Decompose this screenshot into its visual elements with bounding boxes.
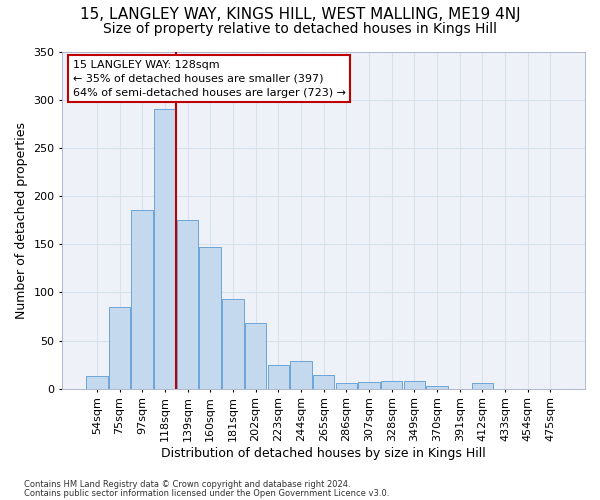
Bar (199, 247, 221, 388)
Bar (290, 360, 312, 388)
Bar (404, 381, 425, 388)
Bar (222, 299, 244, 388)
Bar (109, 307, 130, 388)
Text: Contains HM Land Registry data © Crown copyright and database right 2024.: Contains HM Land Registry data © Crown c… (24, 480, 350, 489)
Text: 15, LANGLEY WAY, KINGS HILL, WEST MALLING, ME19 4NJ: 15, LANGLEY WAY, KINGS HILL, WEST MALLIN… (80, 8, 520, 22)
Bar (472, 383, 493, 388)
Bar (335, 383, 357, 388)
X-axis label: Distribution of detached houses by size in Kings Hill: Distribution of detached houses by size … (161, 447, 486, 460)
Bar (154, 110, 176, 388)
Text: Size of property relative to detached houses in Kings Hill: Size of property relative to detached ho… (103, 22, 497, 36)
Text: Contains public sector information licensed under the Open Government Licence v3: Contains public sector information licen… (24, 488, 389, 498)
Bar (131, 210, 153, 388)
Bar (426, 386, 448, 388)
Text: 15 LANGLEY WAY: 128sqm
← 35% of detached houses are smaller (397)
64% of semi-de: 15 LANGLEY WAY: 128sqm ← 35% of detached… (73, 60, 346, 98)
Bar (268, 364, 289, 388)
Bar (381, 381, 403, 388)
Bar (313, 375, 334, 388)
Bar (245, 323, 266, 388)
Y-axis label: Number of detached properties: Number of detached properties (15, 122, 28, 318)
Bar (86, 376, 107, 388)
Bar (177, 220, 199, 388)
Bar (358, 382, 380, 388)
